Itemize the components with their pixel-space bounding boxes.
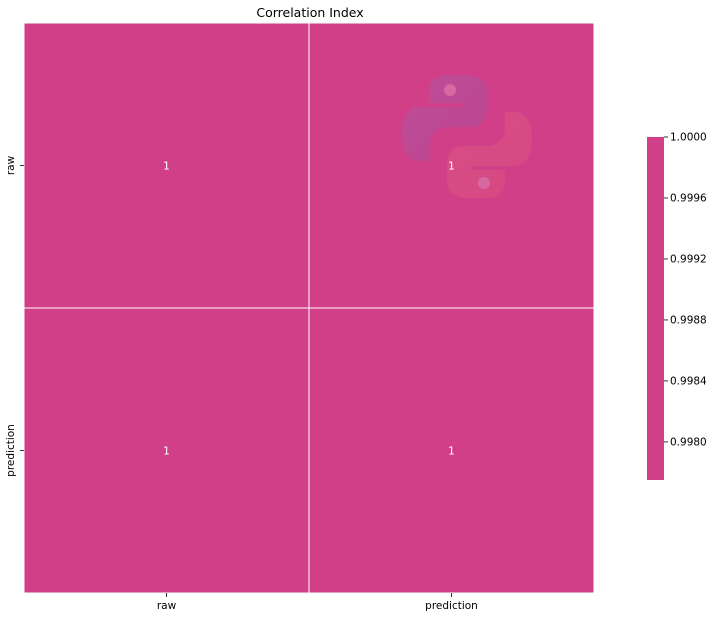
x-tick-label: raw [157,600,177,612]
colorbar-tick-label: 0.9980 [670,436,707,448]
colorbar-tick-label: 1.0000 [670,132,707,144]
cell-value-label: 1 [448,446,455,458]
y-tick-label: prediction [5,424,17,477]
cell-value-label: 1 [448,161,455,173]
heatmap-cell [308,307,595,594]
heatmap-cells [23,22,595,594]
cell-value-label: 1 [163,161,170,173]
y-tick-label: raw [5,155,17,175]
colorbar-tick-label: 0.9992 [670,253,707,265]
colorbar-bar [647,137,664,480]
cell-value-label: 1 [163,446,170,458]
colorbar-tick-label: 0.9996 [670,192,707,204]
chart-title: Correlation Index [256,5,363,20]
x-axis-ticks: raw prediction [157,593,478,612]
colorbar-tick-label: 0.9988 [670,314,707,326]
heatmap-cell [23,307,310,594]
cell-labels: 1 1 1 1 [163,161,455,458]
python-logo-icon [402,75,532,198]
x-tick-label: prediction [425,600,478,612]
heatmap-cell [23,22,310,309]
y-axis-ticks: raw prediction [5,155,24,477]
colorbar-tick-label: 0.9984 [670,375,707,387]
colorbar: 1.0000 0.9996 0.9992 0.9988 0.9984 0.9980 [647,132,707,480]
